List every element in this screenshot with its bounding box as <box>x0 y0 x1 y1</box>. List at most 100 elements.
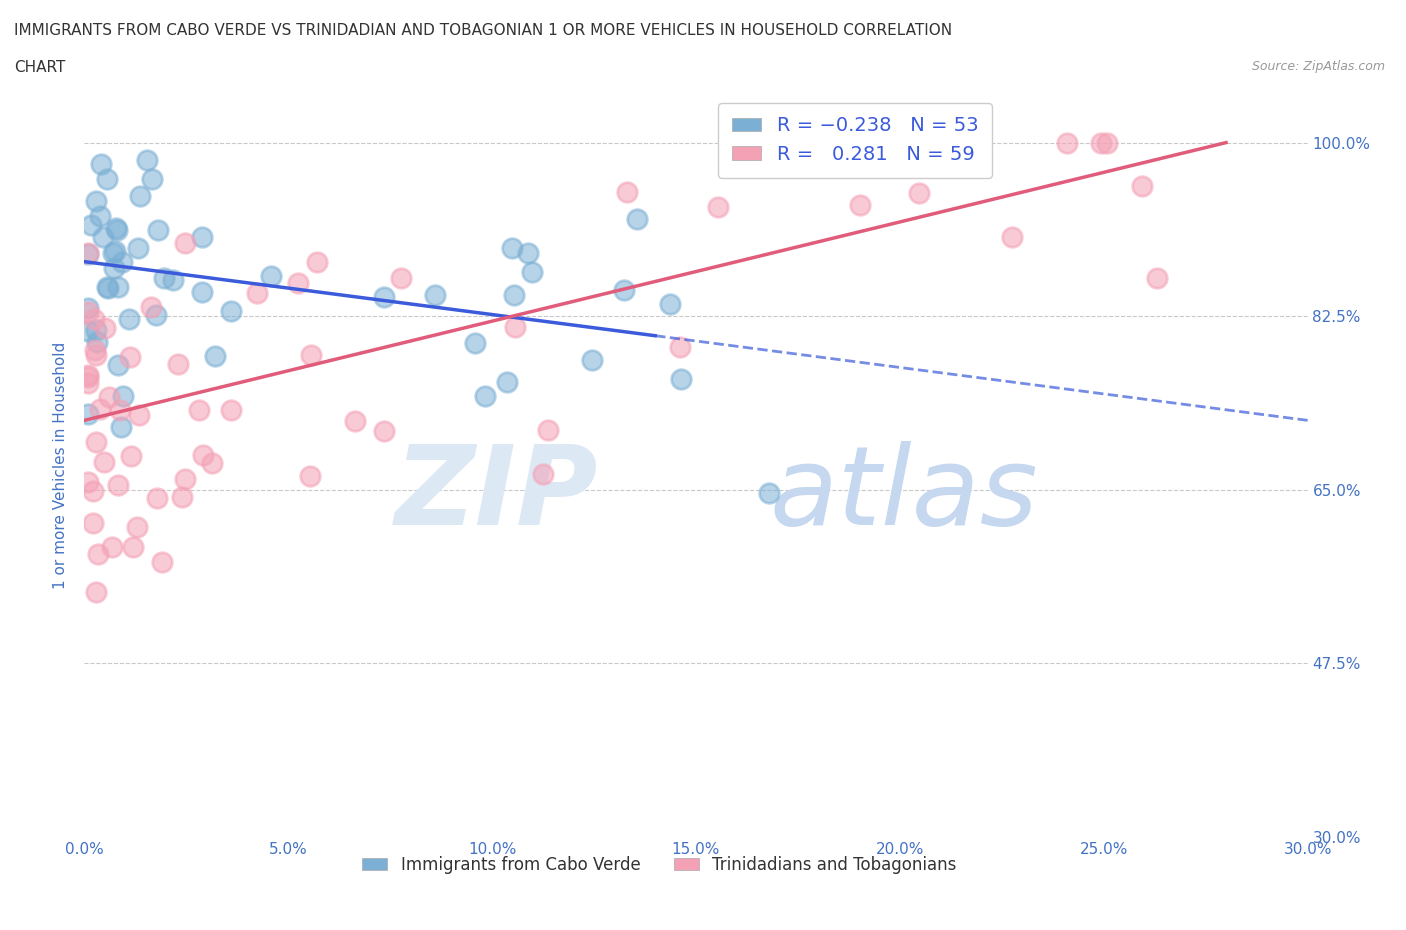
Point <box>89 401 111 416</box>
Point <box>87 547 110 562</box>
Point <box>193 447 215 462</box>
Point <box>201 456 224 471</box>
Point <box>908 185 931 200</box>
Point <box>373 424 395 439</box>
Point <box>464 335 486 350</box>
Point <box>246 286 269 300</box>
Point <box>105 222 128 237</box>
Point <box>98 390 121 405</box>
Point <box>82 516 104 531</box>
Point <box>96 172 118 187</box>
Point <box>136 153 159 167</box>
Point <box>145 308 167 323</box>
Point <box>127 240 149 255</box>
Point <box>166 357 188 372</box>
Point <box>204 349 226 364</box>
Point <box>101 540 124 555</box>
Point <box>112 389 135 404</box>
Point <box>120 449 142 464</box>
Point <box>89 208 111 223</box>
Point <box>84 342 107 357</box>
Point <box>97 281 120 296</box>
Point <box>474 389 496 404</box>
Point <box>84 584 107 599</box>
Point <box>1146 271 1168 286</box>
Point <box>77 246 100 260</box>
Point <box>616 184 638 199</box>
Point <box>299 469 322 484</box>
Point <box>77 375 100 390</box>
Point <box>1095 135 1118 150</box>
Point <box>84 348 107 363</box>
Point <box>80 218 103 232</box>
Legend: Immigrants from Cabo Verde, Trinidadians and Tobagonians: Immigrants from Cabo Verde, Trinidadians… <box>356 849 963 881</box>
Point <box>91 230 114 245</box>
Point <box>373 289 395 304</box>
Point <box>305 255 328 270</box>
Point <box>118 312 141 326</box>
Text: Source: ZipAtlas.com: Source: ZipAtlas.com <box>1251 60 1385 73</box>
Point <box>146 491 169 506</box>
Point <box>503 320 526 335</box>
Point <box>153 271 176 286</box>
Point <box>1130 179 1153 193</box>
Point <box>77 367 100 382</box>
Point <box>77 369 100 384</box>
Point <box>174 472 197 486</box>
Point <box>669 340 692 355</box>
Point <box>82 484 104 498</box>
Point <box>849 197 872 212</box>
Point <box>107 477 129 492</box>
Point <box>707 199 730 214</box>
Point <box>122 540 145 555</box>
Point <box>1090 135 1112 150</box>
Point <box>219 304 242 319</box>
Point <box>613 283 636 298</box>
Point <box>520 265 543 280</box>
Point <box>105 220 128 235</box>
Point <box>84 323 107 338</box>
Point <box>84 193 107 208</box>
Point <box>531 467 554 482</box>
Point <box>83 312 105 326</box>
Point <box>496 375 519 390</box>
Point <box>86 335 108 350</box>
Point <box>758 485 780 500</box>
Point <box>174 235 197 250</box>
Point <box>626 212 648 227</box>
Point <box>191 285 214 299</box>
Point <box>111 255 134 270</box>
Text: atlas: atlas <box>769 441 1038 549</box>
Point <box>77 324 100 339</box>
Point <box>84 434 107 449</box>
Y-axis label: 1 or more Vehicles in Household: 1 or more Vehicles in Household <box>53 341 69 589</box>
Point <box>581 352 603 367</box>
Point <box>150 554 173 569</box>
Point <box>118 350 141 365</box>
Point <box>1056 135 1078 150</box>
Point <box>148 223 170 238</box>
Point <box>77 474 100 489</box>
Point <box>107 358 129 373</box>
Point <box>503 287 526 302</box>
Point <box>537 422 560 437</box>
Point <box>187 403 209 418</box>
Point <box>77 406 100 421</box>
Point <box>669 371 692 386</box>
Point <box>141 172 163 187</box>
Point <box>107 279 129 294</box>
Point <box>108 403 131 418</box>
Point <box>93 321 115 336</box>
Point <box>658 297 681 312</box>
Point <box>162 272 184 287</box>
Point <box>389 271 412 286</box>
Point <box>501 241 523 256</box>
Point <box>1001 230 1024 245</box>
Point <box>517 246 540 260</box>
Point <box>77 246 100 261</box>
Point <box>77 300 100 315</box>
Point <box>287 275 309 290</box>
Point <box>129 189 152 204</box>
Point <box>423 287 446 302</box>
Point <box>141 299 163 314</box>
